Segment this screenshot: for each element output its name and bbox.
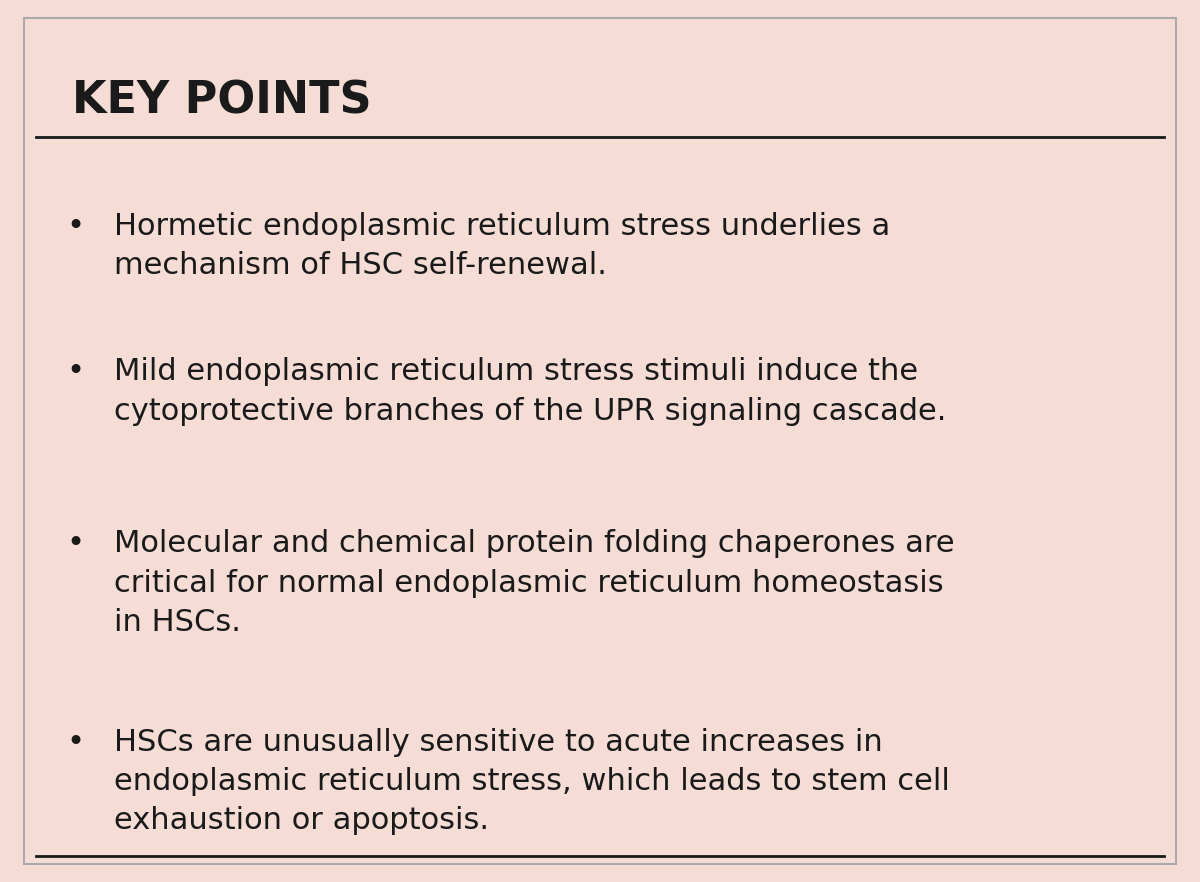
Text: HSCs are unusually sensitive to acute increases in
endoplasmic reticulum stress,: HSCs are unusually sensitive to acute in… (114, 728, 950, 835)
FancyBboxPatch shape (24, 18, 1176, 864)
Text: •: • (66, 728, 84, 757)
Text: Molecular and chemical protein folding chaperones are
critical for normal endopl: Molecular and chemical protein folding c… (114, 529, 955, 637)
Text: •: • (66, 357, 84, 386)
Text: •: • (66, 212, 84, 241)
Text: Hormetic endoplasmic reticulum stress underlies a
mechanism of HSC self-renewal.: Hormetic endoplasmic reticulum stress un… (114, 212, 890, 280)
Text: •: • (66, 529, 84, 558)
Text: KEY POINTS: KEY POINTS (72, 79, 372, 123)
Text: Mild endoplasmic reticulum stress stimuli induce the
cytoprotective branches of : Mild endoplasmic reticulum stress stimul… (114, 357, 947, 425)
